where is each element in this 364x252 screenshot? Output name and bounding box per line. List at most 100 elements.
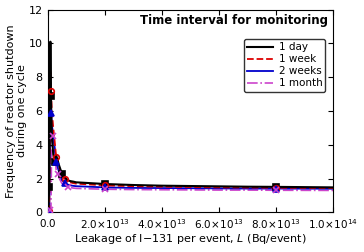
1 week <box>50 109 54 112</box>
1 day <box>103 182 107 185</box>
1 week <box>131 185 135 188</box>
Line: 1 week: 1 week <box>48 70 333 211</box>
2 weeks <box>50 123 54 126</box>
1 month <box>50 123 54 126</box>
1 month <box>217 188 221 192</box>
1 week <box>160 185 164 188</box>
1 month <box>245 188 250 192</box>
1 month <box>55 172 60 175</box>
2 weeks <box>331 187 336 190</box>
1 month <box>160 188 164 191</box>
1 week <box>188 185 193 188</box>
2 weeks <box>103 186 107 189</box>
1 month <box>131 188 135 191</box>
1 week <box>46 210 51 213</box>
Y-axis label: Frequency of reactor shutdown
during one cycle: Frequency of reactor shutdown during one… <box>5 24 27 198</box>
Legend: 1 day, 1 week, 2 weeks, 1 month: 1 day, 1 week, 2 weeks, 1 month <box>244 39 325 92</box>
Line: 1 month: 1 month <box>48 124 333 212</box>
1 day <box>60 172 64 175</box>
2 weeks <box>245 187 250 190</box>
2 weeks <box>55 165 60 168</box>
1 week <box>63 177 67 180</box>
1 week <box>66 180 70 183</box>
2 weeks <box>274 187 278 190</box>
2 weeks <box>48 87 52 90</box>
1 month <box>57 176 61 179</box>
1 month <box>71 186 75 190</box>
Text: Time interval for monitoring: Time interval for monitoring <box>140 14 328 27</box>
1 day <box>63 175 67 178</box>
2 weeks <box>49 111 53 114</box>
1 month <box>68 186 72 189</box>
1 month <box>52 147 57 150</box>
2 weeks <box>51 135 55 138</box>
1 month <box>66 185 70 188</box>
1 day <box>74 181 78 184</box>
1 day <box>274 185 278 188</box>
1 month <box>274 189 278 192</box>
1 month <box>48 208 52 211</box>
1 week <box>217 186 221 189</box>
1 day <box>57 164 61 167</box>
1 week <box>52 140 57 143</box>
1 month <box>188 188 193 192</box>
1 day <box>51 152 55 155</box>
1 day <box>71 180 75 183</box>
2 weeks <box>63 181 67 184</box>
1 day <box>48 40 52 43</box>
X-axis label: Leakage of I$-$131 per event, $L$ (Bq/event): Leakage of I$-$131 per event, $L$ (Bq/ev… <box>74 232 307 246</box>
2 weeks <box>217 187 221 190</box>
1 week <box>55 160 60 163</box>
1 week <box>47 209 51 212</box>
1 day <box>47 185 51 188</box>
1 day <box>68 180 72 183</box>
2 weeks <box>74 185 78 188</box>
1 week <box>48 69 52 72</box>
2 weeks <box>47 209 51 212</box>
1 week <box>68 181 72 184</box>
Line: 1 day: 1 day <box>48 42 333 207</box>
1 month <box>331 189 336 192</box>
1 day <box>131 183 135 186</box>
1 month <box>54 168 58 171</box>
1 month <box>51 135 55 138</box>
1 day <box>188 184 193 187</box>
1 week <box>74 182 78 185</box>
Line: 2 weeks: 2 weeks <box>48 89 333 211</box>
2 weeks <box>160 186 164 190</box>
1 day <box>331 186 336 189</box>
1 month <box>63 184 67 187</box>
1 week <box>331 186 336 190</box>
2 weeks <box>71 184 75 187</box>
2 weeks <box>60 178 64 181</box>
1 day <box>46 206 51 209</box>
1 month <box>49 207 53 210</box>
2 weeks <box>54 160 58 163</box>
2 weeks <box>46 210 51 213</box>
1 week <box>274 186 278 189</box>
1 day <box>245 185 250 188</box>
1 week <box>103 184 107 187</box>
1 month <box>103 188 107 191</box>
1 day <box>217 185 221 188</box>
1 day <box>50 135 54 138</box>
1 day <box>52 160 57 163</box>
1 day <box>160 184 164 187</box>
2 weeks <box>66 183 70 186</box>
1 week <box>245 186 250 189</box>
2 weeks <box>131 186 135 190</box>
2 weeks <box>52 147 57 150</box>
1 week <box>57 165 61 168</box>
1 month <box>74 187 78 190</box>
1 day <box>55 159 60 162</box>
1 day <box>66 179 70 182</box>
1 week <box>51 126 55 129</box>
1 week <box>60 173 64 176</box>
1 week <box>71 182 75 185</box>
1 month <box>60 182 64 185</box>
2 weeks <box>188 187 193 190</box>
1 day <box>49 94 53 97</box>
1 month <box>46 210 51 213</box>
1 week <box>49 89 53 92</box>
1 month <box>47 210 51 213</box>
